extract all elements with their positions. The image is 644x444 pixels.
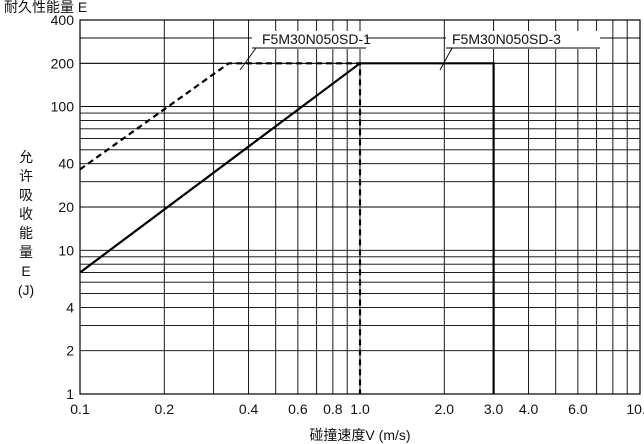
y-tick-label: 40 <box>58 156 74 172</box>
annotation-label: F5M30N050SD-1 <box>262 31 371 47</box>
annotation-backdrop <box>252 31 366 49</box>
annotation-leader <box>439 47 453 71</box>
x-tick-label: 10.0 <box>626 401 644 417</box>
y-tick-label: 1 <box>66 386 74 402</box>
x-tick-label: 0.6 <box>288 401 308 417</box>
x-tick-label: 0.8 <box>323 401 343 417</box>
x-tick-label: 0.1 <box>70 401 90 417</box>
header-fragment: 耐久性能量 E <box>4 0 87 15</box>
y-axis-title-char: 收 <box>19 206 33 222</box>
y-tick-label: 20 <box>58 199 74 215</box>
y-tick-label: 10 <box>58 242 74 258</box>
y-tick-label: 100 <box>51 99 75 115</box>
y-axis-title-char: 许 <box>19 168 33 184</box>
annotation-label: F5M30N050SD-3 <box>452 31 561 47</box>
x-tick-label: 2.0 <box>435 401 455 417</box>
y-axis-title-char: 吸 <box>19 187 33 203</box>
y-axis-title-char: 能 <box>19 225 33 241</box>
x-tick-label: 4.0 <box>519 401 539 417</box>
series-group <box>79 62 495 394</box>
y-axis-title-char: E <box>21 263 30 279</box>
x-tick-labels: 0.1 0.2 0.4 0.6 0.8 1.0 2.0 3.0 4.0 6.0 10.0 <box>70 401 644 417</box>
x-tick-label: 0.4 <box>239 401 259 417</box>
x-tick-label: 0.2 <box>155 401 175 417</box>
y-tick-label: 400 <box>51 12 75 28</box>
grid <box>79 19 641 395</box>
x-tick-label: 3.0 <box>484 401 504 417</box>
series-line-2 <box>79 62 495 394</box>
y-axis-title-char: (J) <box>18 282 34 298</box>
y-tick-label: 200 <box>51 55 75 71</box>
annotation-backdrop <box>446 31 600 49</box>
y-tick-label: 2 <box>66 343 74 359</box>
y-axis-title-char: 允 <box>19 149 33 165</box>
x-tick-label: 1.0 <box>350 401 370 417</box>
annotation-group: F5M30N050SD-1 F5M30N050SD-3 <box>239 31 600 71</box>
y-axis-title-char: 量 <box>19 244 33 260</box>
x-tick-label: 6.0 <box>568 401 588 417</box>
annotation-leader <box>239 47 257 71</box>
y-tick-label: 4 <box>66 299 74 315</box>
y-tick-labels: 1 2 4 10 20 40 100 200 400 <box>51 12 75 402</box>
x-axis-title: 碰撞速度V (m/s) <box>309 427 410 443</box>
series-line-1 <box>79 62 362 394</box>
